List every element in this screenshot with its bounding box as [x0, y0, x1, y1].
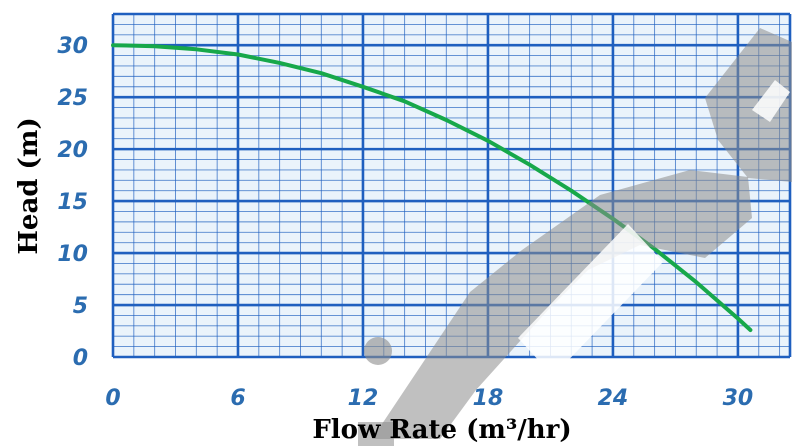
watermark-logo: [358, 28, 792, 446]
series-layer: [111, 43, 753, 332]
x-tick-label: 0: [105, 386, 120, 411]
watermark-top: [705, 28, 792, 182]
x-axis-title: Flow Rate (m³/hr): [312, 415, 571, 445]
watermark-hole: [518, 224, 663, 376]
y-tick-label: 5: [73, 294, 88, 319]
x-tick-label: 18: [473, 386, 504, 411]
y-tick-label: 10: [57, 242, 88, 267]
y-tick-labels: 0 5 10 15 20 25 30: [57, 34, 88, 371]
watermark-body: [372, 170, 752, 439]
x-tick-label: 12: [348, 386, 379, 411]
x-tick-label: 24: [598, 386, 629, 411]
y-tick-label: 25: [57, 86, 88, 111]
x-tick-label: 30: [723, 386, 754, 411]
x-tick-label: 6: [230, 386, 245, 411]
y-tick-label: 0: [73, 346, 88, 371]
y-tick-label: 20: [57, 138, 88, 163]
y-tick-label: 30: [57, 34, 88, 59]
watermark-top-hole: [752, 80, 790, 122]
watermark-dot: [364, 337, 392, 365]
watermark-stem: [358, 422, 394, 446]
y-axis-title: Head (m): [14, 117, 44, 254]
x-tick-labels: 0 6 12 18 24 30: [105, 386, 753, 411]
y-tick-label: 15: [57, 190, 88, 215]
